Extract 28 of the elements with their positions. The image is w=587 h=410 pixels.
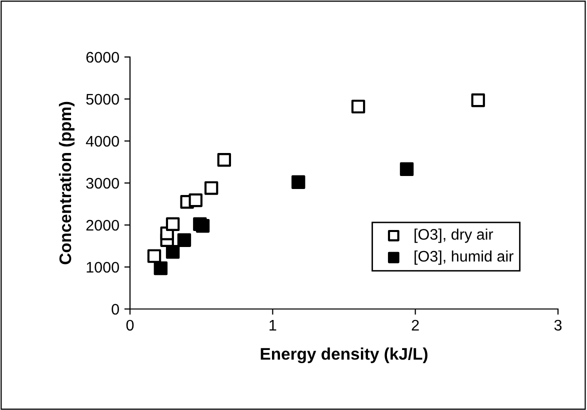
y-tick-label: 1000 <box>86 262 119 273</box>
y-tick-label: 4000 <box>86 136 119 147</box>
point <box>217 153 232 167</box>
y-tick-label: 6000 <box>86 52 119 63</box>
point <box>196 218 210 233</box>
point <box>471 93 485 108</box>
y-tick-label: 3000 <box>86 178 119 189</box>
y-axis-title: Concentration (ppm) <box>58 102 74 264</box>
x-tick-label: 3 <box>554 320 562 331</box>
point <box>291 175 306 190</box>
legend-label: [O3], humid air <box>414 250 514 265</box>
point <box>147 249 162 263</box>
point <box>154 261 168 276</box>
x-tick-label: 2 <box>412 320 419 330</box>
y-tick-label: 0 <box>112 304 119 315</box>
point <box>166 217 180 232</box>
x-tick-label: 0 <box>126 320 134 331</box>
point <box>351 100 366 114</box>
x-axis-title: Energy density (kJ/L) <box>260 348 428 364</box>
point <box>166 245 180 259</box>
point <box>177 233 192 247</box>
y-tick-label: 5000 <box>86 94 119 105</box>
y-tick-label: 2000 <box>86 220 119 231</box>
point <box>188 193 202 208</box>
legend-label: [O3], dry air <box>414 228 494 243</box>
point <box>204 181 218 195</box>
point <box>400 162 414 176</box>
x-tick-label: 1 <box>270 320 276 330</box>
